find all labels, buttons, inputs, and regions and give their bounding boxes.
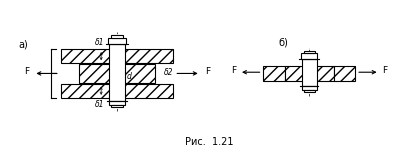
Bar [263, 66, 285, 81]
Bar [303, 51, 315, 53]
Text: F: F [382, 66, 387, 75]
Bar [111, 35, 123, 38]
Text: F: F [24, 67, 29, 76]
Bar [334, 66, 355, 81]
Bar [61, 49, 173, 63]
Bar [302, 86, 317, 90]
Text: Рис.  1.21: Рис. 1.21 [185, 137, 233, 147]
Bar [108, 38, 126, 44]
Text: δ1: δ1 [95, 100, 105, 109]
Bar [302, 59, 317, 86]
Text: F: F [205, 67, 210, 76]
Bar [111, 105, 123, 107]
Text: δ2: δ2 [164, 68, 173, 77]
Bar [312, 66, 334, 81]
Bar [109, 44, 125, 101]
Text: б): б) [278, 37, 288, 47]
Text: d: d [127, 72, 132, 81]
Text: F: F [231, 66, 236, 75]
Bar [109, 101, 125, 105]
Text: а): а) [19, 39, 28, 49]
Bar [79, 64, 155, 83]
Bar [304, 90, 315, 92]
Bar [301, 53, 317, 59]
Bar [285, 66, 307, 81]
Bar [61, 84, 173, 98]
Text: δ1: δ1 [95, 38, 105, 47]
